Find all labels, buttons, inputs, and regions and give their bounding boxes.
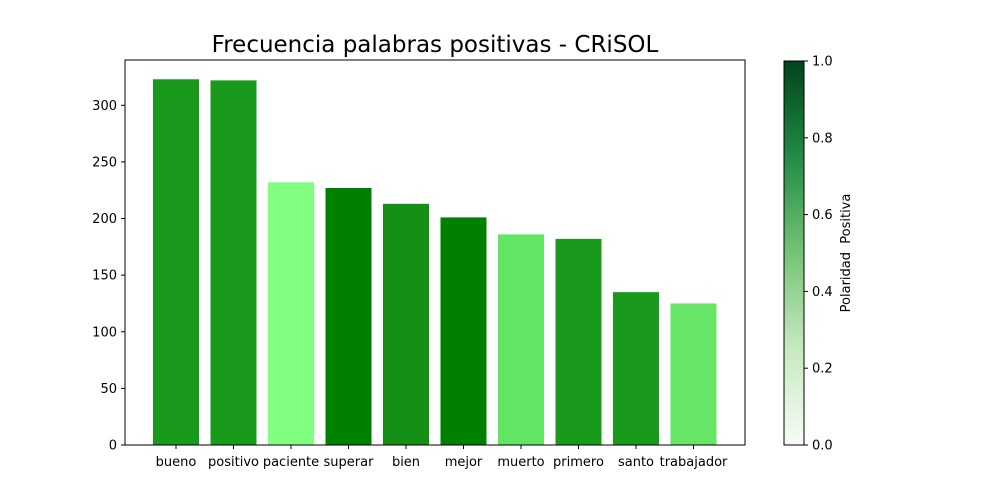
bar-bien bbox=[383, 203, 429, 445]
x-tick-label: mejor bbox=[445, 455, 483, 470]
bar-bueno bbox=[153, 79, 199, 445]
y-tick-label: 150 bbox=[92, 269, 117, 284]
bar-mejor bbox=[440, 217, 487, 445]
y-tick-label: 50 bbox=[100, 382, 117, 397]
axes-frame bbox=[124, 59, 746, 446]
bar-paciente bbox=[268, 182, 314, 445]
bar-positivo bbox=[210, 80, 257, 445]
bar-santo bbox=[613, 292, 659, 445]
colorbar-tick-label: 0.2 bbox=[812, 362, 833, 377]
y-tick-label: 300 bbox=[92, 99, 117, 114]
bar-muerto bbox=[498, 234, 544, 445]
colorbar-label: Polaridad Positiva bbox=[839, 194, 854, 313]
x-tick-label: paciente bbox=[263, 455, 319, 470]
x-tick-label: muerto bbox=[497, 455, 544, 470]
bar-trabajador bbox=[670, 303, 717, 445]
x-tick-label: positivo bbox=[208, 455, 259, 470]
colorbar: 0.0 0.2 0.4 0.6 0.8 1.0 Polaridad Positiva bbox=[783, 55, 854, 454]
colorbar-tick-label: 0.4 bbox=[812, 285, 833, 300]
x-tick-label: primero bbox=[553, 455, 604, 470]
y-tick-label: 100 bbox=[92, 325, 117, 340]
colorbar-tick-label: 0.8 bbox=[812, 131, 833, 146]
y-tick-label: 200 bbox=[92, 212, 117, 227]
bar-primero bbox=[555, 238, 602, 445]
colorbar-tick-label: 1.0 bbox=[812, 55, 833, 70]
bar-superar bbox=[325, 187, 372, 446]
y-tick-label: 250 bbox=[92, 155, 117, 170]
x-tick-label: santo bbox=[618, 455, 654, 470]
x-tick-label: superar bbox=[324, 455, 375, 470]
chart-title: Frecuencia palabras positivas - CRiSOL bbox=[212, 32, 659, 58]
plot-area: 0 50 100 150 200 250 300 bueno positivo paciente s… bbox=[92, 59, 746, 470]
x-tick-label: bien bbox=[392, 455, 420, 470]
x-tick-label: trabajador bbox=[660, 455, 728, 470]
colorbar-tick-label: 0.6 bbox=[812, 208, 833, 223]
colorbar-gradient bbox=[783, 60, 805, 446]
y-tick-label: 0 bbox=[109, 439, 117, 454]
x-tick-label: bueno bbox=[156, 455, 197, 470]
colorbar-tick-label: 0.0 bbox=[812, 439, 833, 454]
